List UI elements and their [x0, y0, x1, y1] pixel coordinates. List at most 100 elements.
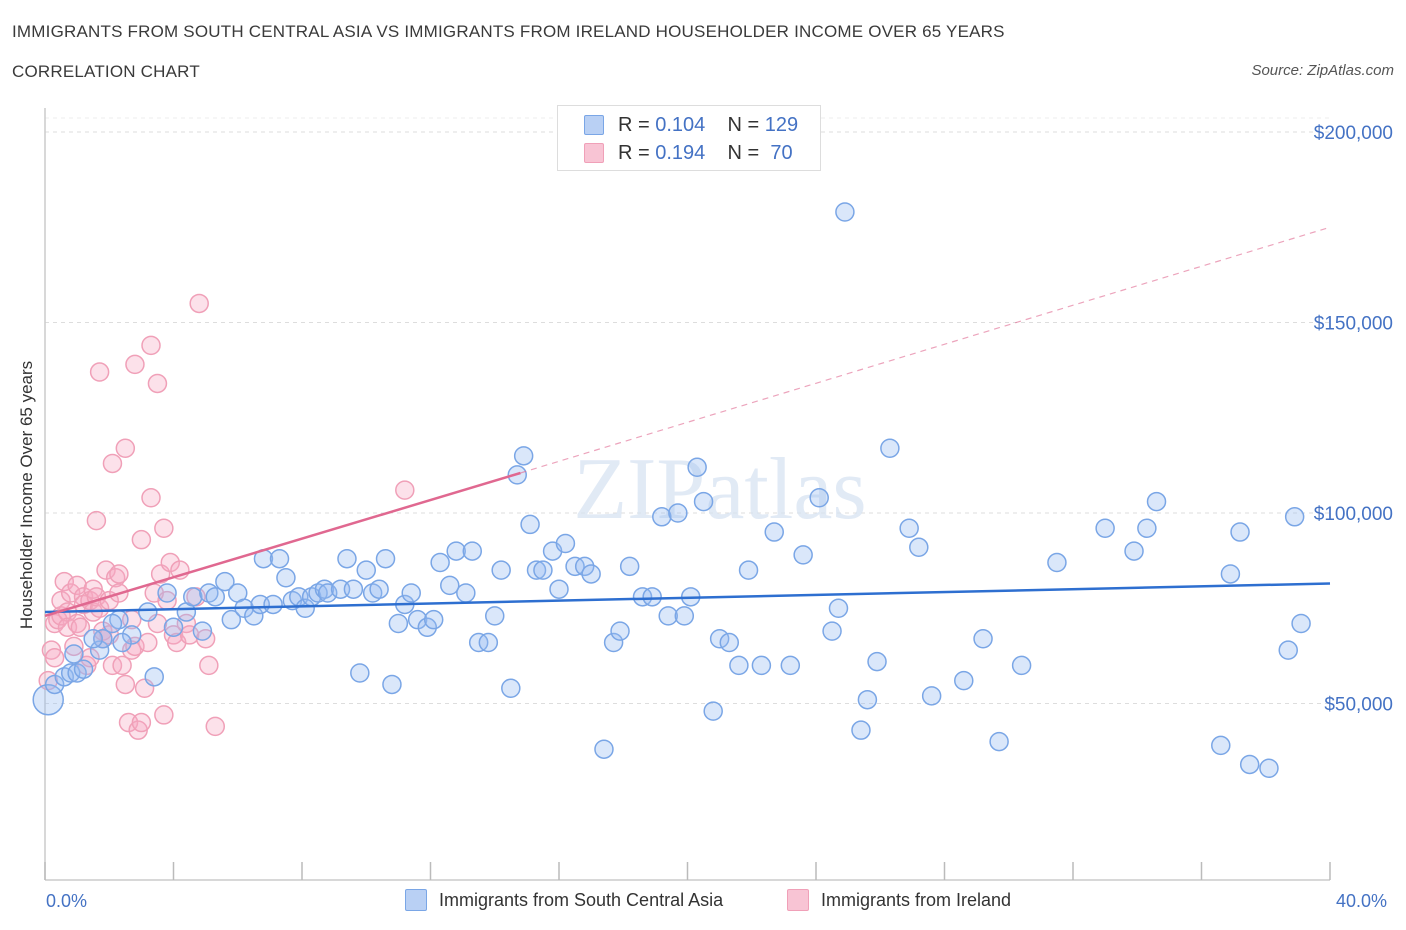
ireland-point [131, 712, 152, 733]
south-central-asia-point [709, 628, 730, 649]
south-central-asia-point [555, 533, 576, 554]
south-central-asia-point [356, 560, 376, 580]
ireland-point [138, 632, 158, 653]
y-tick-label: $100,000 [1314, 504, 1393, 525]
ireland-point [109, 564, 129, 584]
south-central-asia-point [674, 606, 695, 626]
south-central-asia-point [880, 438, 900, 458]
south-central-asia-point [401, 583, 421, 603]
south-central-asia-point [1047, 552, 1067, 573]
trend-lines [44, 226, 1331, 618]
south-central-asia-point [574, 556, 595, 577]
south-central-asia-point [533, 560, 553, 580]
south-central-asia-point [738, 560, 759, 580]
ireland-point [70, 617, 91, 638]
ireland-point [115, 674, 136, 695]
ireland-point [141, 335, 161, 356]
south-central-asia-point [192, 621, 213, 641]
ireland-points [38, 293, 415, 740]
south-central-asia-point [1230, 522, 1250, 542]
south-central-asia-point [1278, 640, 1298, 660]
legend-swatch-pink [584, 143, 604, 163]
south-central-asia-point [269, 548, 290, 569]
legend-r-label: R = [618, 141, 656, 164]
south-central-asia-point [1239, 754, 1260, 775]
south-central-asia-point [780, 655, 801, 676]
ireland-point [205, 716, 226, 737]
south-central-asia-point [520, 514, 540, 535]
south-central-asia-point [809, 488, 829, 508]
ireland-point [395, 480, 415, 500]
y-tick-label: $50,000 [1324, 695, 1393, 716]
south-central-asia-point [581, 564, 601, 584]
series-label-pink: Immigrants from Ireland [821, 889, 1012, 910]
south-central-asia-point [83, 628, 103, 649]
south-central-asia-point [32, 683, 64, 716]
south-central-asia-point [594, 739, 614, 759]
legend-n-label: N = [727, 141, 765, 164]
ireland-point [189, 293, 209, 314]
south-central-asia-point [719, 632, 740, 653]
south-central-asia-point [64, 644, 84, 664]
ireland-point [131, 529, 152, 550]
south-central-asia-point [1259, 758, 1279, 779]
south-central-asia-point [350, 663, 370, 683]
y-axis-label: Householder Income Over 65 years [17, 360, 36, 630]
ireland-point [141, 488, 161, 508]
south-central-asia-point [423, 609, 444, 630]
south-central-asia-point [642, 587, 662, 607]
south-central-asia-point [276, 568, 296, 588]
south-central-asia-point [462, 541, 483, 561]
south-central-asia-point [899, 518, 919, 538]
legend-row-blue: R = 0.104 N = 129 [584, 112, 798, 138]
south-central-asia-point [485, 606, 505, 626]
south-central-asia-point [610, 621, 630, 641]
south-central-asia-point [478, 632, 499, 653]
south-central-asia-point [163, 617, 184, 638]
south-central-asia-point [658, 606, 678, 626]
south-central-asia-point [693, 491, 714, 512]
ireland-point [112, 655, 132, 676]
series-swatch-blue [405, 889, 427, 911]
south-central-asia-point [1211, 735, 1231, 756]
ireland-point [86, 510, 107, 531]
south-central-asia-point [205, 587, 226, 607]
south-central-asia-point [1137, 518, 1157, 538]
y-tick-label: $150,000 [1314, 314, 1393, 335]
south-central-asia-point [417, 617, 438, 638]
south-central-asia-point [703, 701, 723, 721]
south-central-asia-point [549, 579, 569, 599]
source-label: Source: ZipAtlas.com [1251, 62, 1394, 79]
legend-swatch-blue [584, 115, 604, 135]
south-central-asia-point [867, 651, 887, 672]
south-central-asia-point [263, 594, 283, 615]
legend-r-value: 0.104 [655, 113, 706, 136]
south-central-asia-point [446, 541, 466, 561]
trend-line-south-central-asia [44, 582, 1331, 614]
south-central-asia-point [1284, 507, 1305, 527]
axes [44, 108, 1331, 881]
ireland-point [64, 636, 84, 657]
south-central-asia-point [973, 628, 993, 649]
south-central-asia-point [157, 583, 177, 603]
south-central-asia-point [382, 674, 402, 695]
series-swatch-pink [787, 889, 809, 911]
south-central-asia-point [1095, 518, 1115, 538]
legend-r-value: 0.194 [655, 141, 706, 164]
south-central-asia-point [835, 202, 855, 222]
south-central-asia-point [112, 632, 132, 653]
south-central-asia-points [32, 202, 1311, 779]
south-central-asia-point [215, 571, 235, 592]
south-central-asia-point [369, 579, 389, 599]
south-central-asia-point [89, 640, 110, 660]
south-central-asia-point [221, 609, 242, 630]
south-central-asia-point [851, 720, 871, 740]
trend-line-ireland [44, 471, 521, 618]
south-central-asia-point [1220, 564, 1241, 584]
series-label-blue: Immigrants from South Central Asia [439, 889, 724, 910]
south-central-asia-point [603, 632, 624, 653]
south-central-asia-point [295, 598, 315, 618]
ireland-point [44, 648, 65, 668]
south-central-asia-point [144, 667, 164, 687]
series-legend-blue: Immigrants from South Central Asia [405, 889, 723, 911]
